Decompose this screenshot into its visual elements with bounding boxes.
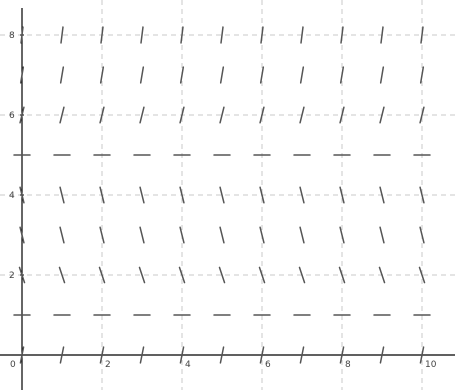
slope-segment — [380, 26, 384, 44]
slope-segment — [180, 26, 184, 44]
slope-segment — [259, 186, 265, 204]
slope-segment — [179, 66, 185, 84]
slope-segment — [19, 186, 25, 204]
slope-segment — [59, 106, 65, 124]
slope-segment — [299, 346, 305, 364]
slope-segment — [179, 106, 185, 124]
slope-segment — [138, 266, 146, 284]
y-tick-label: 6 — [9, 111, 15, 121]
slope-segment — [19, 346, 25, 364]
y-tick-label: 2 — [9, 271, 15, 281]
slope-segment — [99, 186, 105, 204]
slope-segment — [339, 106, 345, 124]
x-tick-label: 8 — [345, 360, 351, 370]
slope-segment — [419, 186, 425, 204]
slope-segment — [340, 26, 344, 44]
y-tick-label: 4 — [9, 191, 15, 201]
slope-segment — [339, 66, 345, 84]
slope-segment — [219, 66, 225, 84]
slope-segment — [299, 186, 305, 204]
slope-segment — [98, 266, 106, 284]
slope-segment — [19, 66, 25, 84]
slope-segment — [99, 106, 105, 124]
slope-segment — [19, 226, 25, 244]
slope-segment — [178, 266, 186, 284]
slope-segment — [419, 226, 425, 244]
slope-segment — [99, 346, 105, 364]
slope-segment — [60, 26, 64, 44]
slope-segment — [258, 266, 266, 284]
x-tick-label: 10 — [425, 360, 437, 370]
slope-segment — [419, 106, 425, 124]
slope-segment — [18, 266, 26, 284]
slope-segment — [19, 106, 25, 124]
slope-segment — [139, 186, 145, 204]
slope-segment — [299, 66, 305, 84]
slope-segment — [220, 26, 224, 44]
x-tick-label: 6 — [265, 360, 271, 370]
slope-segment — [139, 226, 145, 244]
slope-segment — [59, 346, 65, 364]
slope-segment — [259, 66, 265, 84]
slope-segments — [13, 26, 431, 364]
slope-segment — [179, 186, 185, 204]
slope-segment — [179, 226, 185, 244]
slope-segment — [339, 226, 345, 244]
slope-segment — [59, 66, 65, 84]
slope-segment — [139, 106, 145, 124]
slope-segment — [99, 226, 105, 244]
slope-segment — [299, 106, 305, 124]
slope-segment — [338, 266, 346, 284]
slope-segment — [420, 26, 424, 44]
slope-segment — [139, 66, 145, 84]
slope-segment — [260, 26, 264, 44]
slope-segment — [219, 186, 225, 204]
slope-segment — [179, 346, 185, 364]
slope-segment — [339, 186, 345, 204]
slope-segment — [379, 346, 385, 364]
x-tick-label: 2 — [105, 360, 111, 370]
slope-segment — [379, 186, 385, 204]
slope-segment — [218, 266, 226, 284]
x-tick-label: 0 — [10, 360, 16, 370]
slope-segment — [100, 26, 104, 44]
slope-segment — [140, 26, 144, 44]
slope-segment — [59, 226, 65, 244]
slope-segment — [339, 346, 345, 364]
slope-segment — [59, 186, 65, 204]
slope-segment — [298, 266, 306, 284]
slope-segment — [379, 226, 385, 244]
slope-segment — [219, 226, 225, 244]
y-tick-label: 8 — [9, 31, 15, 41]
slope-segment — [379, 66, 385, 84]
slope-segment — [379, 106, 385, 124]
x-tick-label: 4 — [185, 360, 191, 370]
slope-segment — [99, 66, 105, 84]
slope-segment — [419, 66, 425, 84]
slope-segment — [20, 26, 24, 44]
slope-segment — [259, 346, 265, 364]
slope-segment — [259, 226, 265, 244]
slope-segment — [378, 266, 386, 284]
slope-segment — [300, 26, 304, 44]
axes — [0, 8, 455, 390]
slope-segment — [418, 266, 426, 284]
slope-segment — [299, 226, 305, 244]
slope-segment — [219, 346, 225, 364]
slope-segment — [58, 266, 66, 284]
slope-segment — [139, 346, 145, 364]
slope-segment — [219, 106, 225, 124]
slope-segment — [419, 346, 425, 364]
slope-segment — [259, 106, 265, 124]
